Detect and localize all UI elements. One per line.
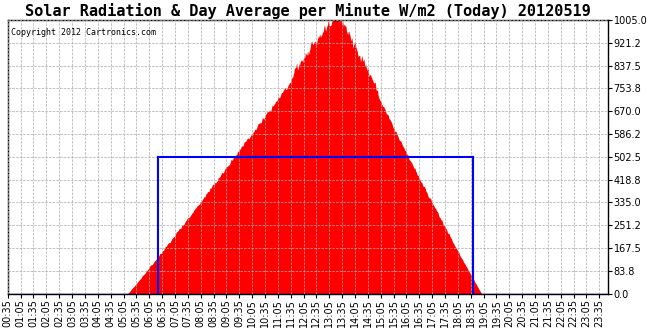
Title: Solar Radiation & Day Average per Minute W/m2 (Today) 20120519: Solar Radiation & Day Average per Minute… <box>25 3 591 19</box>
Text: Copyright 2012 Cartronics.com: Copyright 2012 Cartronics.com <box>11 28 156 37</box>
